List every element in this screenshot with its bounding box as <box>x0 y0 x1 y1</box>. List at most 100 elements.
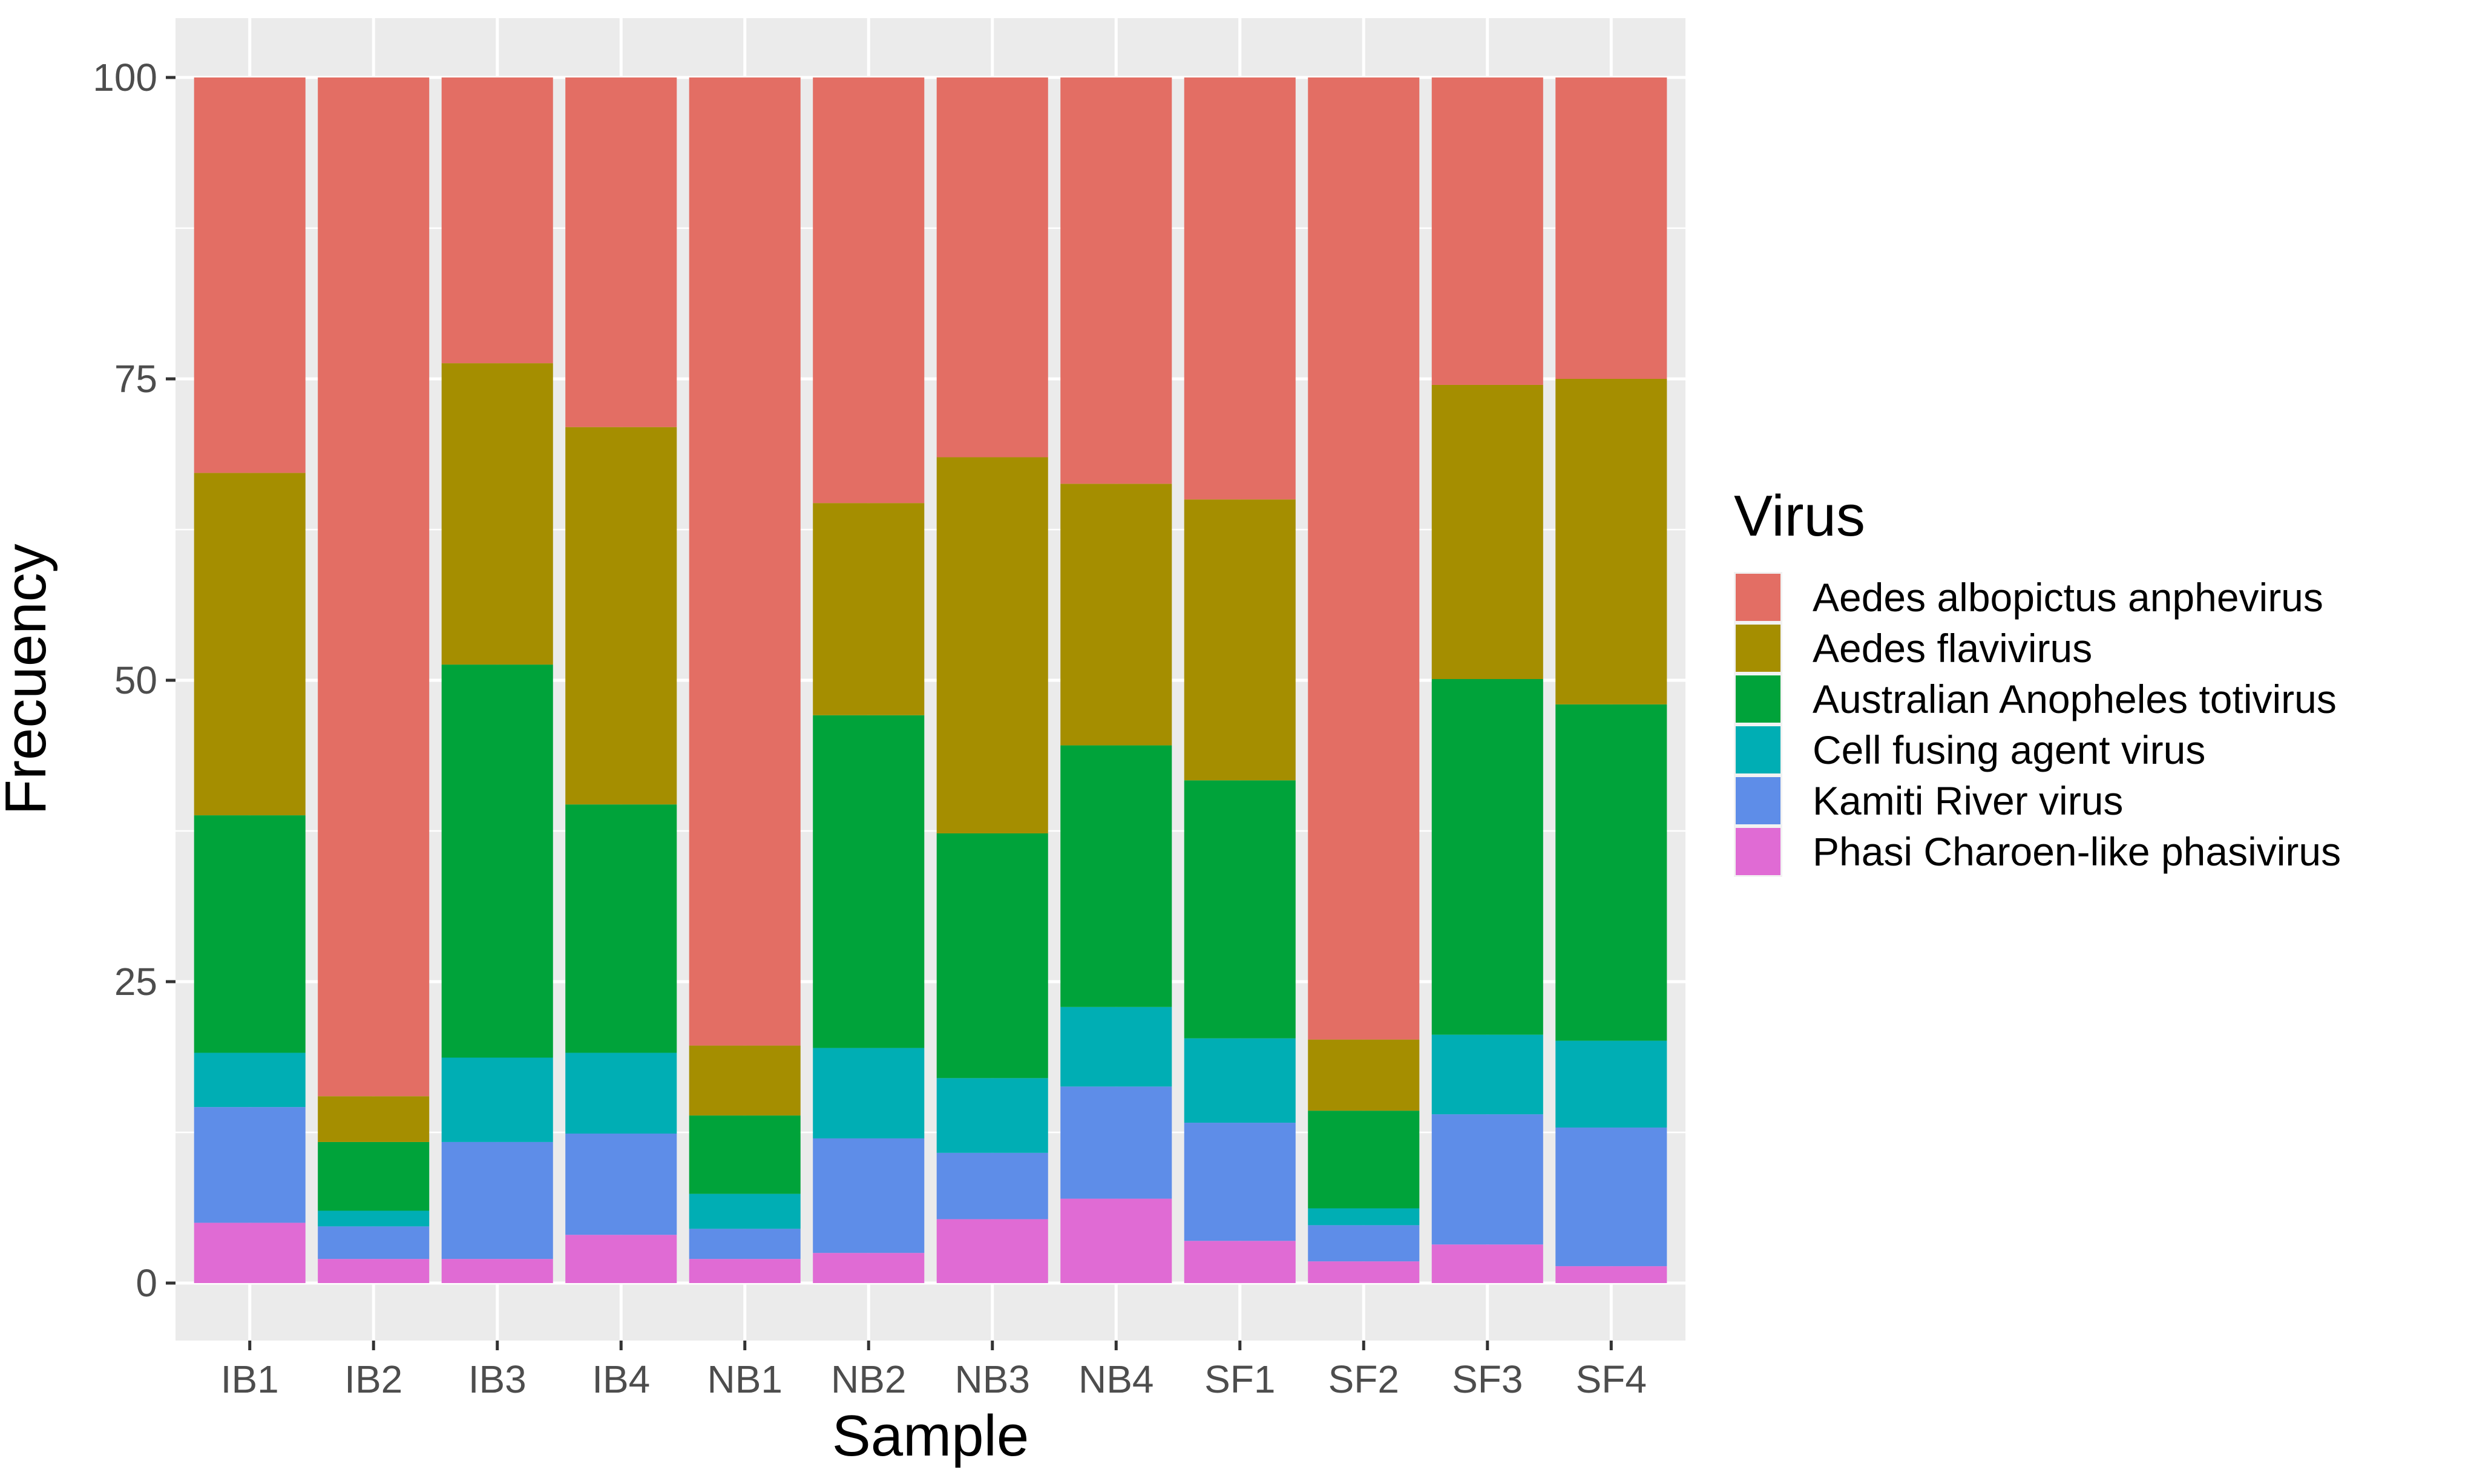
bar-segment-ib3-cell-fusing-agent-virus <box>441 1057 553 1142</box>
bar-segment-ib2-cell-fusing-agent-virus <box>318 1210 430 1227</box>
bar-segment-nb1-australian-anopheles-totivirus <box>689 1115 801 1194</box>
bar-segment-ib3-kamiti-river-virus <box>441 1141 553 1259</box>
legend: Virus Aedes albopictus anphevirus Aedes f… <box>1734 484 2341 877</box>
bars-group <box>194 77 1667 1283</box>
legend-label: Aedes albopictus anphevirus <box>1813 575 2323 620</box>
bar-segment-nb4-phasi-charoen-like-phasivirus <box>1060 1198 1172 1283</box>
bar-segment-sf2-cell-fusing-agent-virus <box>1308 1208 1420 1226</box>
x-tick-label: SF1 <box>1204 1358 1275 1401</box>
y-tick-label: 50 <box>114 658 157 702</box>
bar-segment-nb1-cell-fusing-agent-virus <box>689 1193 801 1229</box>
bar-segment-ib2-phasi-charoen-like-phasivirus <box>318 1259 430 1283</box>
x-tick-label: NB1 <box>707 1358 783 1401</box>
x-tick-label: IB1 <box>221 1358 279 1401</box>
bar-segment-nb2-australian-anopheles-totivirus <box>813 715 925 1048</box>
legend-label: Phasi Charoen-like phasivirus <box>1813 829 2341 874</box>
bar-segment-ib1-aedes-flavivirus <box>194 473 306 816</box>
legend-swatch <box>1736 625 1780 672</box>
bar-segment-nb3-kamiti-river-virus <box>936 1152 1048 1220</box>
x-tick-label: NB4 <box>1078 1358 1154 1401</box>
x-axis-title: Sample <box>832 1404 1029 1468</box>
bar-segment-nb3-australian-anopheles-totivirus <box>936 833 1048 1079</box>
bar-segment-ib1-kamiti-river-virus <box>194 1107 306 1223</box>
bar-segment-nb2-aedes-albopictus-anphevirus <box>813 77 925 504</box>
bar-segment-nb1-kamiti-river-virus <box>689 1229 801 1259</box>
x-tick-label: IB3 <box>468 1358 527 1401</box>
bar-segment-ib1-phasi-charoen-like-phasivirus <box>194 1223 306 1283</box>
x-tick-label: NB3 <box>955 1358 1031 1401</box>
bar-segment-sf1-cell-fusing-agent-virus <box>1184 1038 1296 1123</box>
bar-segment-ib3-australian-anopheles-totivirus <box>441 665 553 1058</box>
legend-swatch <box>1736 777 1780 824</box>
legend-swatch <box>1736 675 1780 723</box>
legend-label: Aedes flavivirus <box>1813 626 2092 671</box>
bar-segment-sf4-aedes-albopictus-anphevirus <box>1555 77 1667 379</box>
bar-segment-sf2-aedes-flavivirus <box>1308 1039 1420 1111</box>
legend-swatch <box>1736 574 1780 621</box>
bar-segment-sf1-australian-anopheles-totivirus <box>1184 780 1296 1039</box>
legend-title: Virus <box>1734 484 1865 548</box>
bar-segment-ib1-australian-anopheles-totivirus <box>194 815 306 1053</box>
x-tick-label: SF3 <box>1452 1358 1523 1401</box>
bar-segment-ib3-aedes-flavivirus <box>441 363 553 665</box>
bar-segment-nb2-cell-fusing-agent-virus <box>813 1048 925 1138</box>
bar-segment-ib4-kamiti-river-virus <box>565 1133 677 1235</box>
x-tick-label: IB4 <box>592 1358 650 1401</box>
bar-segment-nb2-kamiti-river-virus <box>813 1138 925 1253</box>
bar-segment-ib4-australian-anopheles-totivirus <box>565 804 677 1053</box>
x-tick-label: SF4 <box>1576 1358 1647 1401</box>
bar-segment-ib2-aedes-albopictus-anphevirus <box>318 77 430 1097</box>
x-tick-label: NB2 <box>831 1358 907 1401</box>
bar-segment-ib3-phasi-charoen-like-phasivirus <box>441 1259 553 1283</box>
bar-segment-ib4-phasi-charoen-like-phasivirus <box>565 1235 677 1283</box>
bar-segment-sf4-aedes-flavivirus <box>1555 379 1667 704</box>
bar-segment-sf2-kamiti-river-virus <box>1308 1225 1420 1262</box>
bar-segment-nb3-aedes-flavivirus <box>936 457 1048 833</box>
bar-segment-ib2-aedes-flavivirus <box>318 1096 430 1142</box>
legend-swatch <box>1736 828 1780 875</box>
bar-segment-sf3-cell-fusing-agent-virus <box>1431 1034 1543 1115</box>
bar-segment-sf1-aedes-flavivirus <box>1184 499 1296 781</box>
axis-ticks: 0 25 50 75 100 IB1 IB2 IB3 IB4 NB1 NB2 NB3 NB4 SF1 SF2… <box>93 56 1647 1401</box>
bar-segment-ib1-cell-fusing-agent-virus <box>194 1052 306 1108</box>
bar-segment-sf1-phasi-charoen-like-phasivirus <box>1184 1241 1296 1283</box>
bar-segment-sf1-kamiti-river-virus <box>1184 1123 1296 1241</box>
bar-segment-sf4-australian-anopheles-totivirus <box>1555 704 1667 1041</box>
bar-segment-nb1-aedes-albopictus-anphevirus <box>689 77 801 1046</box>
bar-segment-nb1-phasi-charoen-like-phasivirus <box>689 1259 801 1283</box>
bar-segment-sf2-aedes-albopictus-anphevirus <box>1308 77 1420 1040</box>
legend-swatch <box>1736 726 1780 773</box>
bar-segment-sf3-aedes-flavivirus <box>1431 384 1543 680</box>
bar-segment-ib4-aedes-albopictus-anphevirus <box>565 77 677 427</box>
bar-segment-nb4-aedes-flavivirus <box>1060 484 1172 746</box>
bar-segment-nb3-phasi-charoen-like-phasivirus <box>936 1219 1048 1283</box>
bar-segment-ib4-cell-fusing-agent-virus <box>565 1052 677 1134</box>
y-tick-label: 0 <box>136 1261 157 1305</box>
bar-segment-ib3-aedes-albopictus-anphevirus <box>441 77 553 364</box>
bar-segment-sf2-australian-anopheles-totivirus <box>1308 1111 1420 1209</box>
legend-label: Kamiti River virus <box>1813 778 2123 823</box>
bar-segment-ib2-australian-anopheles-totivirus <box>318 1141 430 1211</box>
y-tick-label: 75 <box>114 357 157 401</box>
bar-segment-nb3-aedes-albopictus-anphevirus <box>936 77 1048 458</box>
y-tick-label: 25 <box>114 960 157 1003</box>
bar-segment-nb1-aedes-flavivirus <box>689 1045 801 1116</box>
bar-segment-ib4-aedes-flavivirus <box>565 427 677 805</box>
bar-segment-nb2-aedes-flavivirus <box>813 503 925 715</box>
bar-segment-nb3-cell-fusing-agent-virus <box>936 1078 1048 1153</box>
bar-segment-sf1-aedes-albopictus-anphevirus <box>1184 77 1296 500</box>
legend-label: Cell fusing agent virus <box>1813 727 2205 772</box>
bar-segment-sf4-phasi-charoen-like-phasivirus <box>1555 1266 1667 1283</box>
y-tick-label: 100 <box>93 56 157 99</box>
bar-segment-sf4-kamiti-river-virus <box>1555 1128 1667 1267</box>
bar-segment-nb4-australian-anopheles-totivirus <box>1060 745 1172 1007</box>
bar-segment-nb4-kamiti-river-virus <box>1060 1086 1172 1199</box>
bar-segment-nb2-phasi-charoen-like-phasivirus <box>813 1253 925 1283</box>
bar-segment-sf4-cell-fusing-agent-virus <box>1555 1040 1667 1128</box>
bar-segment-sf3-aedes-albopictus-anphevirus <box>1431 77 1543 385</box>
x-tick-label: IB2 <box>344 1358 402 1401</box>
bar-segment-sf2-phasi-charoen-like-phasivirus <box>1308 1261 1420 1283</box>
y-axis-title: Frecuency <box>0 543 58 815</box>
x-tick-label: SF2 <box>1328 1358 1399 1401</box>
